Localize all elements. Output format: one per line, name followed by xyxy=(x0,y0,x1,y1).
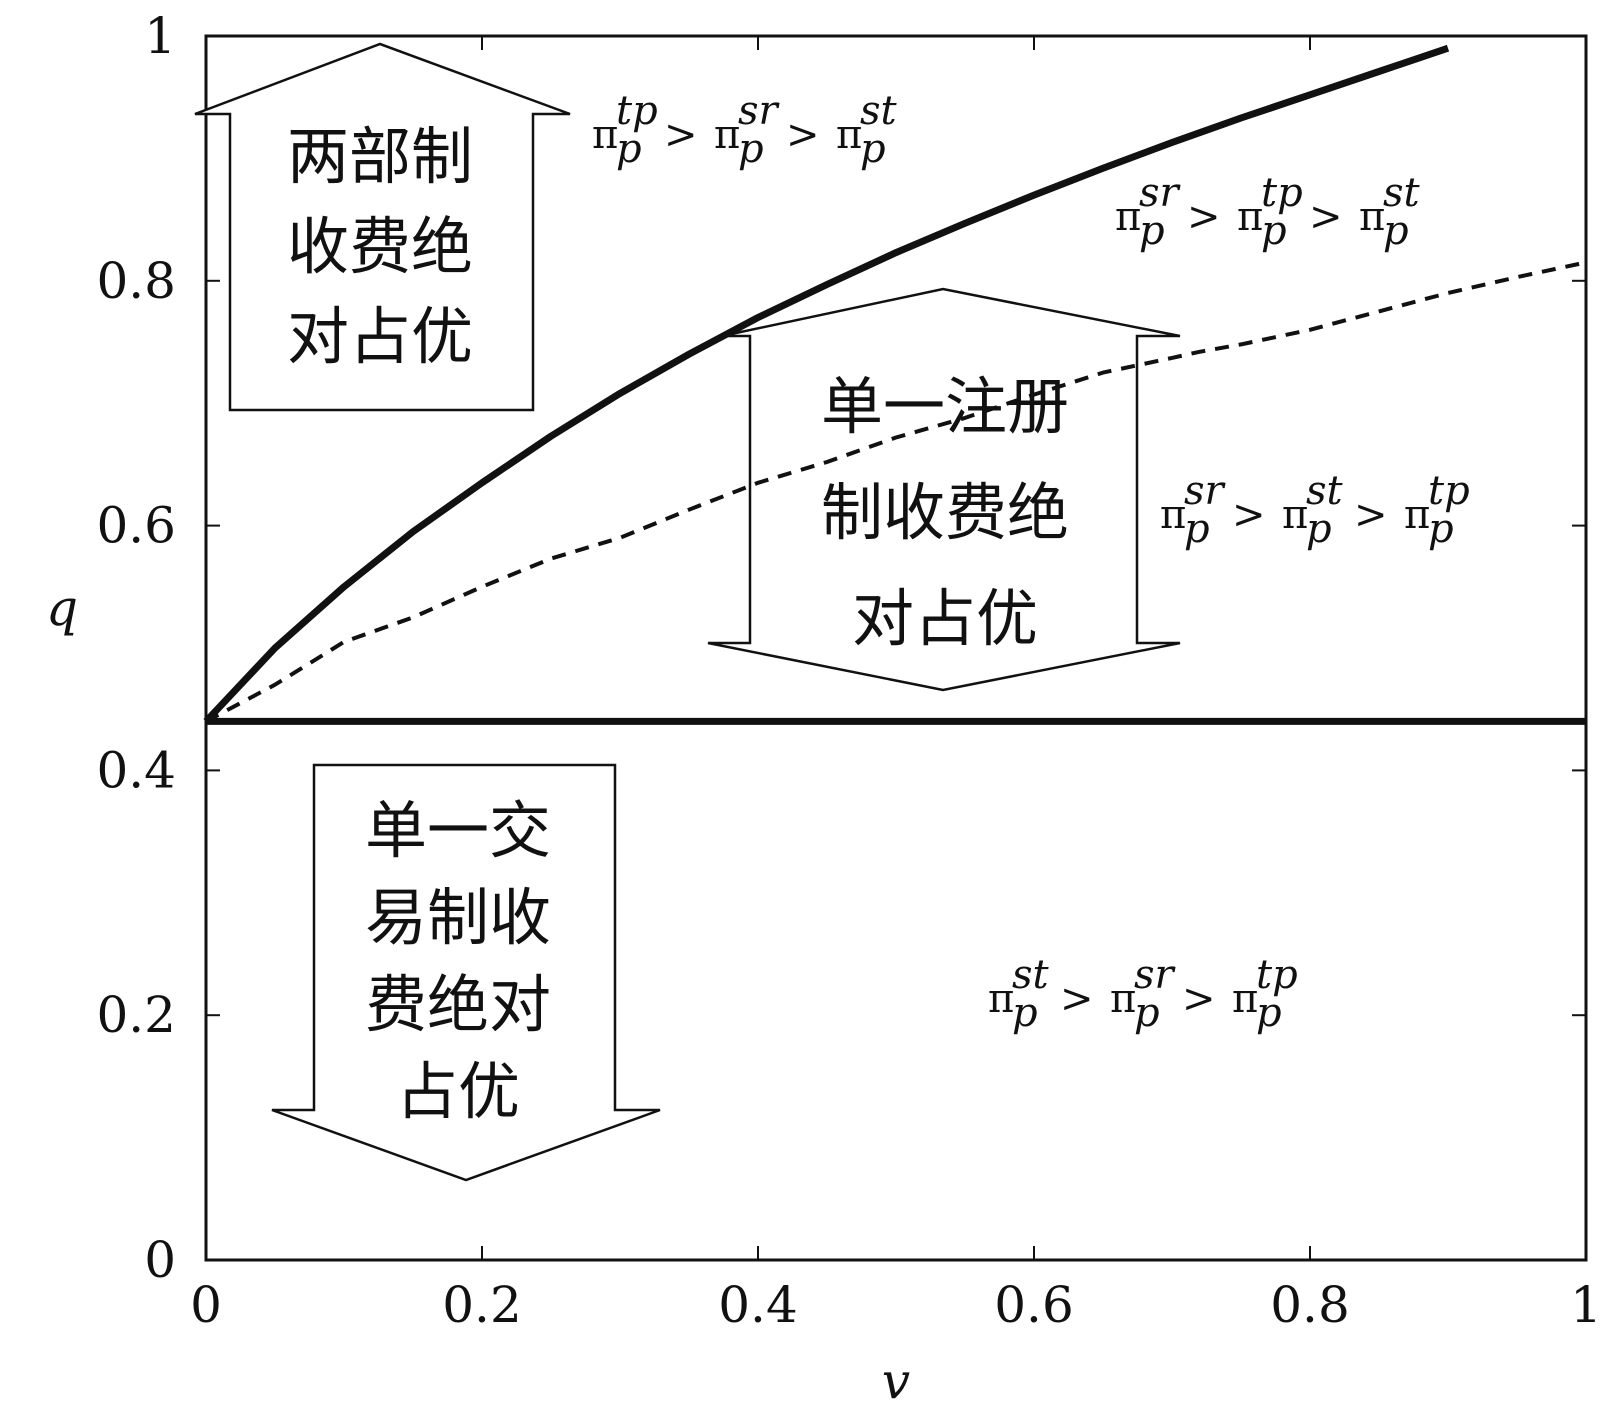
pi-symbol: π xyxy=(1160,492,1186,538)
superscript: sr xyxy=(738,88,781,134)
superscript: st xyxy=(1012,952,1050,998)
superscript: sr xyxy=(1184,468,1227,514)
pi-symbol: π xyxy=(1110,976,1136,1022)
subscript: p xyxy=(1134,990,1160,1036)
series-dashed-line xyxy=(205,260,1587,724)
axis-ticks xyxy=(205,35,1587,1261)
data-series xyxy=(203,44,1587,725)
x-tick-label: 0.4 xyxy=(718,1276,798,1334)
greater-than: > xyxy=(1060,976,1094,1022)
single-register-label-line: 制收费绝 xyxy=(821,476,1069,549)
greater-than: > xyxy=(664,112,698,158)
subscript: p xyxy=(1184,506,1210,552)
pi-symbol: π xyxy=(1404,492,1430,538)
two-part-label-line: 收费绝 xyxy=(287,210,473,283)
series-solid-curve xyxy=(203,44,1450,724)
subscript: p xyxy=(616,126,642,172)
pi-symbol: π xyxy=(836,112,862,158)
subscript: p xyxy=(1383,208,1409,254)
single-transaction-label-line: 占优 xyxy=(396,1055,520,1128)
superscript: sr xyxy=(1134,952,1177,998)
y-tick-label: 0.4 xyxy=(96,741,176,799)
two-part-arrow xyxy=(194,42,571,412)
greater-than: > xyxy=(786,112,820,158)
x-tick-label: 0.2 xyxy=(442,1276,522,1334)
y-tick-label: 0.6 xyxy=(96,497,176,555)
subscript: p xyxy=(1256,990,1282,1036)
greater-than: > xyxy=(1232,492,1266,538)
two-part-label-line: 两部制 xyxy=(287,120,473,193)
x-tick-label: 1 xyxy=(1570,1276,1601,1334)
superscript: tp xyxy=(1428,468,1470,514)
single-transaction-label-line: 易制收 xyxy=(365,881,551,954)
subscript: p xyxy=(1139,208,1165,254)
region-arrows xyxy=(194,42,1181,1182)
two-part-label-line: 对占优 xyxy=(287,300,473,373)
single-transaction-arrow xyxy=(271,763,661,1182)
y-axis-label: q xyxy=(46,579,78,637)
subscript: p xyxy=(1306,506,1332,552)
greater-than: > xyxy=(1309,194,1343,240)
superscript: st xyxy=(1306,468,1344,514)
superscript: st xyxy=(1383,170,1421,216)
single-register-label-line: 单一注册 xyxy=(821,370,1069,443)
x-tick-label: 0.6 xyxy=(994,1276,1074,1334)
single-transaction-label-line: 单一交 xyxy=(365,794,551,867)
pi-symbol: π xyxy=(988,976,1014,1022)
y-tick-label: 0 xyxy=(144,1231,176,1289)
pi-symbol: π xyxy=(714,112,740,158)
subscript: p xyxy=(1012,990,1038,1036)
y-tick-label: 0.2 xyxy=(96,986,176,1044)
y-tick-label: 0.8 xyxy=(96,252,176,310)
superscript: tp xyxy=(616,88,658,134)
x-tick-label: 0 xyxy=(190,1276,222,1334)
single-register-arrow xyxy=(707,287,1181,692)
pi-symbol: π xyxy=(1115,194,1141,240)
greater-than: > xyxy=(1354,492,1388,538)
greater-than: > xyxy=(1187,194,1221,240)
superscript: tp xyxy=(1261,170,1303,216)
x-tick-label: 0.8 xyxy=(1270,1276,1350,1334)
y-tick-label: 1 xyxy=(144,7,176,65)
greater-than: > xyxy=(1182,976,1216,1022)
subscript: p xyxy=(738,126,764,172)
pi-symbol: π xyxy=(1232,976,1258,1022)
superscript: sr xyxy=(1139,170,1182,216)
single-transaction-label-line: 费绝对 xyxy=(365,968,551,1041)
subscript: p xyxy=(1428,506,1454,552)
subscript: p xyxy=(1261,208,1287,254)
pi-symbol: π xyxy=(1237,194,1263,240)
superscript: st xyxy=(860,88,898,134)
pi-symbol: π xyxy=(1359,194,1385,240)
tick-labels: 0 0.2 0.4 0.6 0.8 1 0 0.2 0.4 0.6 0.8 1 xyxy=(96,7,1601,1334)
x-axis-label: v xyxy=(882,1352,910,1410)
pi-symbol: π xyxy=(1282,492,1308,538)
single-register-label-line: 对占优 xyxy=(852,582,1038,655)
subscript: p xyxy=(860,126,886,172)
pi-symbol: π xyxy=(592,112,618,158)
superscript: tp xyxy=(1256,952,1298,998)
